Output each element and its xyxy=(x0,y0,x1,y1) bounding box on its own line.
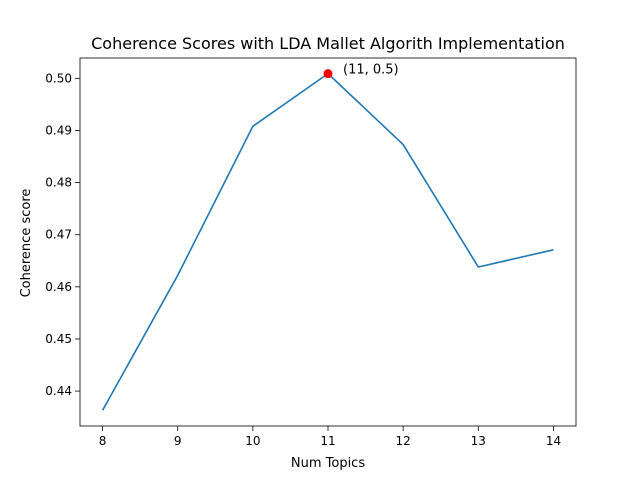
data-point-9 xyxy=(176,274,178,276)
y-tick-label-6: 0.50 xyxy=(45,71,72,85)
max-point-marker xyxy=(323,69,333,79)
data-point-14 xyxy=(552,249,554,251)
chart-title: Coherence Scores with LDA Mallet Algorit… xyxy=(91,34,565,53)
x-tick-label-8: 8 xyxy=(99,434,107,448)
y-tick-label-5: 0.49 xyxy=(45,123,72,137)
data-point-10 xyxy=(252,125,254,127)
x-axis-label: Num Topics xyxy=(291,456,365,471)
y-tick-label-3: 0.47 xyxy=(45,228,72,242)
x-tick-label-13: 13 xyxy=(471,434,486,448)
x-tick-label-9: 9 xyxy=(174,434,182,448)
plot-area: 8 9 10 11 12 13 14 0.44 0.45 0.46 0.47 0.48 0.49 0.50… xyxy=(45,57,577,448)
y-axis-label: Coherence score xyxy=(19,189,34,298)
axes-frame xyxy=(79,57,577,427)
max-point-annotation: (11, 0.5) xyxy=(343,63,399,78)
y-tick-label-2: 0.46 xyxy=(45,280,72,294)
y-tick-label-1: 0.45 xyxy=(45,332,72,346)
data-point-13 xyxy=(477,266,479,268)
x-tick-label-12: 12 xyxy=(396,434,411,448)
x-tick-label-10: 10 xyxy=(245,434,260,448)
y-tick-label-0: 0.44 xyxy=(45,384,72,398)
y-tick-label-4: 0.48 xyxy=(45,176,72,190)
x-tick-label-14: 14 xyxy=(546,434,561,448)
data-point-8 xyxy=(101,409,103,411)
data-point-12 xyxy=(402,143,404,145)
x-tick-label-11: 11 xyxy=(320,434,335,448)
